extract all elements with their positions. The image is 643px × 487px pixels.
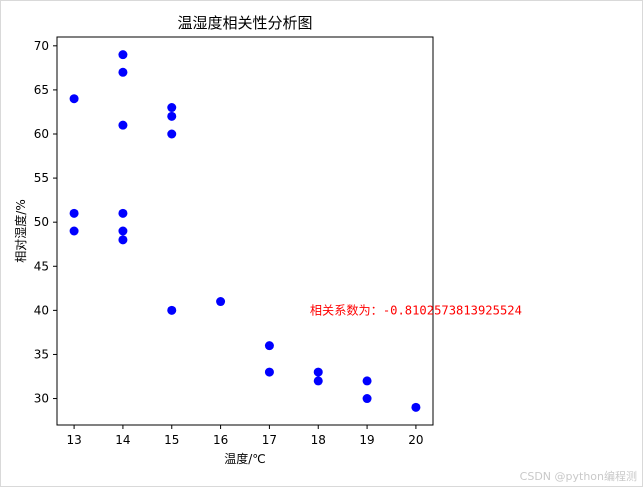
data-points — [69, 50, 421, 412]
data-point — [167, 129, 177, 139]
data-point — [362, 394, 372, 404]
x-tick-label-14: 14 — [115, 433, 130, 447]
data-point — [264, 341, 274, 351]
y-tick-label-60: 60 — [34, 127, 49, 141]
data-point — [69, 226, 79, 236]
x-axis-label: 温度/℃ — [224, 451, 266, 466]
data-point — [69, 208, 79, 218]
data-point — [167, 305, 177, 315]
data-point — [118, 67, 128, 77]
correlation-annotation: 相关系数为：-0.8102573813925524 — [310, 302, 522, 317]
y-tick-label-45: 45 — [34, 259, 49, 273]
y-axis-label: 相对湿度/% — [13, 199, 28, 262]
x-tick-label-20: 20 — [408, 433, 423, 447]
watermark: CSDN @python编程测 — [520, 469, 637, 483]
data-point — [118, 226, 128, 236]
y-tick-label-70: 70 — [34, 39, 49, 53]
x-tick-label-18: 18 — [311, 433, 326, 447]
data-point — [69, 94, 79, 104]
y-tick-label-35: 35 — [34, 347, 49, 361]
data-point — [118, 120, 128, 130]
data-point — [264, 367, 274, 377]
data-point — [118, 50, 128, 60]
data-point — [313, 376, 323, 386]
y-tick-label-40: 40 — [34, 303, 49, 317]
chart-title: 温湿度相关性分析图 — [177, 14, 312, 32]
y-tick-label-65: 65 — [34, 83, 49, 97]
y-tick-label-50: 50 — [34, 215, 49, 229]
y-tick-label-30: 30 — [34, 392, 49, 406]
data-point — [118, 208, 128, 218]
plot-area — [56, 36, 434, 426]
data-point — [313, 367, 323, 377]
x-tick-label-19: 19 — [359, 433, 374, 447]
data-point — [118, 235, 128, 245]
data-point — [216, 297, 226, 307]
x-tick-label-13: 13 — [66, 433, 81, 447]
x-tick-label-17: 17 — [262, 433, 277, 447]
data-point — [167, 103, 177, 113]
data-point — [362, 376, 372, 386]
data-point — [167, 111, 177, 121]
y-axis: 30 35 40 45 50 55 60 65 70 — [34, 39, 57, 406]
y-tick-label-55: 55 — [34, 171, 49, 185]
x-tick-label-15: 15 — [164, 433, 179, 447]
x-axis: 13 14 15 16 17 18 19 20 — [66, 425, 424, 447]
x-tick-label-16: 16 — [213, 433, 228, 447]
data-point — [411, 402, 421, 412]
